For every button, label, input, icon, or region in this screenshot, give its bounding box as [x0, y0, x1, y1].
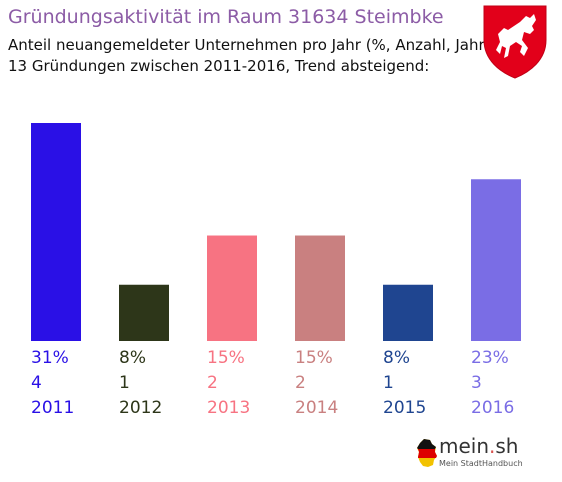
year-label-2014: 2014: [295, 398, 339, 418]
year-label-2015: 2015: [383, 398, 427, 418]
chart-title: Gründungsaktivität im Raum 31634 Steimbk…: [8, 6, 444, 28]
value-label-2013: 15%: [207, 348, 245, 368]
value-label-2016: 23%: [471, 348, 509, 368]
year-label-2013: 2013: [207, 398, 251, 418]
count-label-2013: 2: [207, 373, 218, 393]
year-label-2016: 2016: [471, 398, 515, 418]
logo-wordmark: mein.sh: [439, 434, 519, 458]
bar-2015: [383, 284, 433, 341]
chart-subtitle-2: 13 Gründungen zwischen 2011-2016, Trend …: [8, 57, 430, 75]
count-label-2014: 2: [295, 373, 306, 393]
bar-2012: [119, 284, 169, 341]
bar-2016: [471, 179, 521, 341]
year-label-2012: 2012: [119, 398, 163, 418]
value-label-2014: 15%: [295, 348, 333, 368]
mein-sh-logo[interactable]: mein.sh Mein StadtHandbuch: [414, 432, 526, 478]
count-label-2012: 1: [119, 373, 130, 393]
logo-tagline: Mein StadtHandbuch: [439, 459, 523, 468]
value-label-2015: 8%: [383, 348, 410, 368]
bar-2013: [207, 235, 257, 341]
bar-2014: [295, 235, 345, 341]
count-label-2015: 1: [383, 373, 394, 393]
value-label-2012: 8%: [119, 348, 146, 368]
count-label-2016: 3: [471, 373, 482, 393]
count-label-2011: 4: [31, 373, 42, 393]
bar-2011: [31, 123, 81, 341]
chart-subtitle-1: Anteil neuangemeldeter Unternehmen pro J…: [8, 36, 491, 54]
lower-saxony-horse-crest-icon: [483, 5, 547, 79]
germany-map-icon: [417, 439, 437, 467]
year-label-2011: 2011: [31, 398, 75, 418]
value-label-2011: 31%: [31, 348, 69, 368]
